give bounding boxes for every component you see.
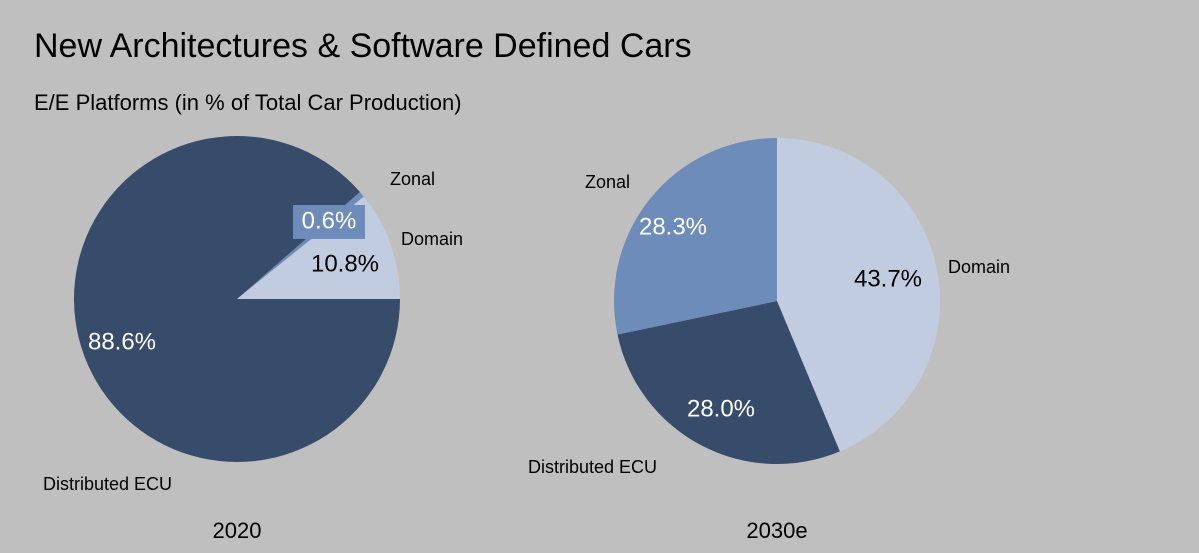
slice-name: Zonal: [390, 169, 435, 189]
value-label: 43.7%: [854, 265, 922, 292]
pie-slice: [73, 135, 400, 462]
value-label: 28.0%: [687, 395, 755, 422]
slice-name: Distributed ECU: [528, 457, 657, 477]
pie-slice: [617, 301, 840, 465]
pie-slice: [777, 138, 940, 452]
value-label: 0.6%: [302, 207, 357, 234]
slice-name: Domain: [948, 257, 1010, 277]
slice-name: Distributed ECU: [43, 474, 172, 494]
value-label: 28.3%: [639, 213, 707, 240]
slice-name: Zonal: [585, 172, 630, 192]
pie-title: 2030e: [746, 518, 807, 543]
pie-slice: [614, 138, 777, 335]
value-label: 88.6%: [88, 328, 156, 355]
slice-name: Domain: [401, 229, 463, 249]
page-subtitle: E/E Platforms (in % of Total Car Product…: [34, 90, 462, 115]
page-title: New Architectures & Software Defined Car…: [34, 27, 692, 65]
pie-title: 2020: [213, 518, 262, 543]
value-label: 10.8%: [311, 250, 379, 277]
label-box: [293, 205, 365, 239]
